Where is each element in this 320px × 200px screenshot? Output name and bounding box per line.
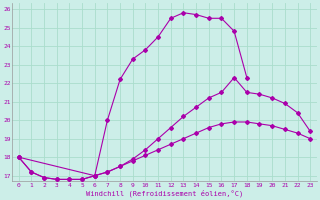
X-axis label: Windchill (Refroidissement éolien,°C): Windchill (Refroidissement éolien,°C) [86,189,243,197]
